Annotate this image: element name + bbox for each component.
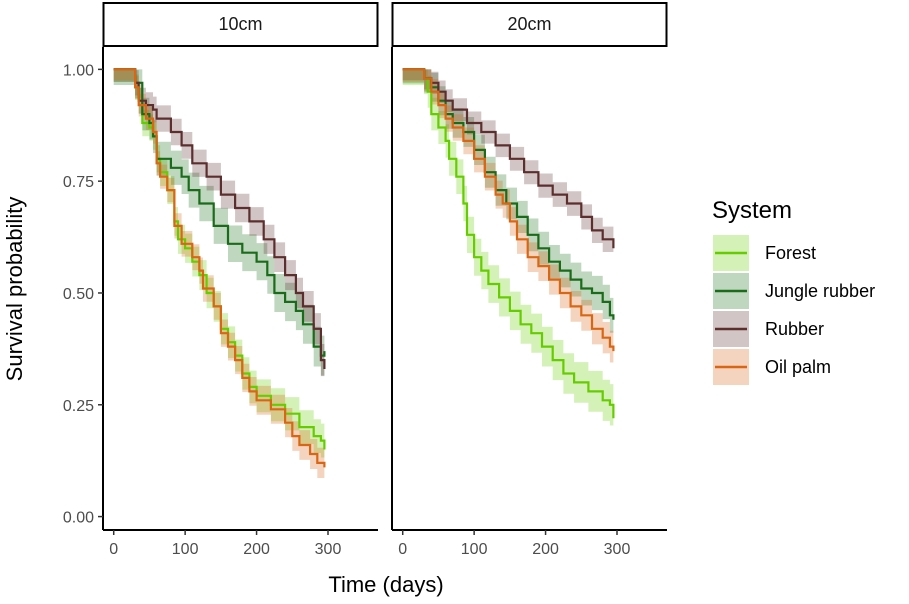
x-axis-title: Time (days) — [328, 572, 443, 597]
y-tick-label: 1.00 — [63, 62, 94, 79]
legend-item-jungle-rubber: Jungle rubber — [713, 273, 875, 309]
line-oil-palm — [113, 68, 326, 468]
legend-label: Oil palm — [765, 357, 831, 377]
strip-box — [102, 2, 379, 47]
x-tick-label: 200 — [532, 541, 559, 558]
x-tick-label: 100 — [172, 541, 199, 558]
axes-layer: 0 100 200 300 0 100 200 300 0.00 0.25 0.50 0.75 1.00 — [63, 47, 667, 558]
strip-label: 10cm — [218, 14, 262, 34]
legend-item-rubber: Rubber — [713, 311, 824, 347]
legend-label: Forest — [765, 243, 816, 263]
legend-item-oil-palm: Oil palm — [713, 349, 831, 385]
y-tick-label: 0.00 — [63, 510, 94, 527]
x-tick-label: 300 — [604, 541, 631, 558]
x-tick-label: 0 — [109, 541, 118, 558]
y-axis-title: Survival probability — [2, 197, 27, 382]
y-tick-label: 0.50 — [63, 286, 94, 303]
panel-20cm: 20cm — [391, 2, 668, 440]
strip-label: 20cm — [507, 14, 551, 34]
x-tick-label: 300 — [315, 541, 342, 558]
x-tick-label: 0 — [398, 541, 407, 558]
band-jungle-rubber — [113, 69, 325, 376]
line-oil-palm — [402, 68, 615, 352]
legend-label: Jungle rubber — [765, 281, 875, 301]
line-rubber — [402, 68, 615, 249]
line-forest — [402, 68, 615, 419]
band-rubber — [402, 69, 614, 262]
line-jungle-rubber — [113, 68, 326, 357]
x-tick-label: 200 — [243, 541, 270, 558]
y-tick-label: 0.75 — [63, 174, 94, 191]
band-forest — [113, 69, 325, 467]
line-jungle-rubber — [402, 68, 615, 320]
legend: System Forest Jungle rubber Rubber Oil palm — [712, 197, 875, 385]
band-forest — [402, 69, 614, 440]
x-tick-label: 100 — [461, 541, 488, 558]
panel-10cm: 10cm — [102, 2, 379, 483]
strip-box — [391, 2, 668, 47]
legend-item-forest: Forest — [713, 235, 816, 271]
legend-title: System — [712, 197, 792, 224]
legend-label: Rubber — [765, 319, 824, 339]
y-tick-label: 0.25 — [63, 398, 94, 415]
panels-layer: 10cm 20cm — [102, 2, 668, 483]
